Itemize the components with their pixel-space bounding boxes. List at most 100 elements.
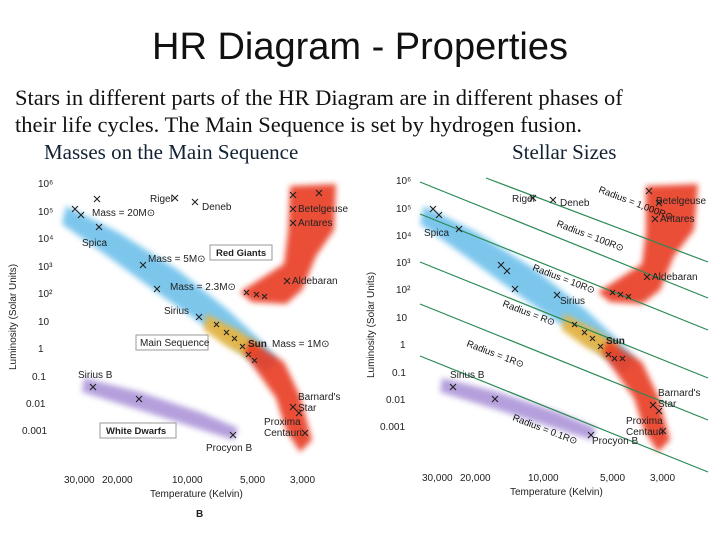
left-red-dwarf-tail	[244, 340, 312, 452]
label-sirius: Sirius	[164, 306, 189, 317]
right-y-axis-label: Luminosity (Solar Units)	[366, 272, 377, 378]
right-x-axis-label: Temperature (Kelvin)	[510, 487, 603, 498]
left-hr-diagram: 10⁶ 10⁵ 10⁴ 10³ 10² 10 1 0.1 0.01 0.001 …	[8, 170, 352, 520]
label-sirius: Sirius	[560, 296, 585, 307]
right-heading: Stellar Sizes	[512, 140, 617, 164]
left-y-tick: 0.001	[22, 426, 47, 437]
label-barnards-star-2: Star	[658, 399, 677, 410]
right-y-tick: 0.001	[380, 422, 405, 433]
label-barnards-star-2: Star	[298, 403, 317, 414]
label-aldebaran: Aldebaran	[652, 272, 698, 283]
right-x-tick: 20,000	[460, 473, 491, 484]
right-hr-diagram: Radius = 1,000R⊙ Radius = 100R⊙ Radius =…	[366, 170, 709, 498]
right-y-tick: 10	[396, 313, 408, 324]
right-x-tick: 3,000	[650, 473, 675, 484]
left-x-tick: 3,000	[290, 475, 315, 486]
main-sequence-box	[135, 334, 209, 351]
right-y-tick: 10³	[396, 258, 411, 269]
left-x-axis-label: Temperature (Kelvin)	[150, 489, 243, 500]
label-proxima-2: Centauri	[626, 427, 664, 438]
radius-lines	[419, 177, 709, 473]
intro-line-1: Stars in different parts of the HR Diagr…	[15, 85, 623, 110]
left-y-tick: 10⁴	[38, 234, 53, 245]
radius-line	[419, 213, 709, 331]
red-giants-box	[209, 244, 273, 261]
right-y-ticks: 10⁶ 10⁵ 10⁴ 10³ 10² 10 1 0.1 0.01 0.001	[380, 176, 411, 433]
left-y-tick: 10⁶	[38, 179, 53, 190]
main-sequence-label: Main Sequence	[140, 338, 210, 349]
white-dwarfs-box	[99, 422, 177, 439]
page-title: HR Diagram - Properties	[152, 26, 568, 68]
label-spica: Spica	[82, 238, 107, 249]
right-x-tick: 10,000	[528, 473, 559, 484]
mass-label-1: Mass = 1M⊙	[272, 339, 330, 350]
left-y-tick: 10	[38, 317, 50, 328]
right-x-tick: 30,000	[422, 473, 453, 484]
right-y-tick: 10⁴	[396, 231, 411, 242]
left-x-tick: 30,000	[64, 475, 95, 486]
label-antares: Antares	[660, 214, 694, 225]
label-deneb: Deneb	[560, 198, 590, 209]
right-red-dwarf-tail	[602, 340, 670, 452]
intro-line-2: their life cycles. The Main Sequence is …	[15, 112, 582, 137]
right-red-giants-region	[598, 184, 698, 304]
right-y-tick: 10²	[396, 285, 411, 296]
intro-text: Stars in different parts of the HR Diagr…	[15, 84, 715, 138]
right-y-tick: 10⁵	[396, 204, 411, 215]
right-y-tick: 0.1	[392, 368, 406, 379]
left-y-ticks: 10⁶ 10⁵ 10⁴ 10³ 10² 10 1 0.1 0.01 0.001	[22, 179, 53, 437]
red-giants-label: Red Giants	[216, 248, 266, 259]
mass-label-5: Mass = 5M⊙	[148, 254, 206, 265]
label-betelgeuse: Betelgeuse	[656, 196, 706, 207]
right-y-tick: 10⁶	[396, 176, 411, 187]
right-star-markers	[429, 187, 667, 439]
left-y-tick: 10²	[38, 289, 53, 300]
label-spica: Spica	[424, 228, 449, 239]
label-sirius-b: Sirius B	[450, 370, 485, 381]
left-white-dwarfs-region	[82, 378, 238, 440]
left-star-markers	[71, 189, 323, 439]
radius-line	[485, 177, 709, 263]
radius-line	[419, 181, 709, 299]
label-proxima-2: Centauri	[264, 428, 302, 439]
label-sun: Sun	[606, 336, 625, 347]
radius-line	[419, 355, 709, 473]
mass-label-2-3: Mass = 2.3M⊙	[170, 282, 236, 293]
left-y-tick: 0.1	[32, 372, 46, 383]
label-deneb: Deneb	[202, 202, 232, 213]
label-proxima-1: Proxima	[264, 417, 301, 428]
label-barnards-star-1: Barnard's	[658, 388, 701, 399]
left-y-axis-label: Luminosity (Solar Units)	[8, 264, 19, 370]
label-barnards-star-1: Barnard's	[298, 392, 341, 403]
left-x-ticks: 30,000 20,000 10,000 5,000 3,000	[64, 475, 315, 486]
label-aldebaran: Aldebaran	[292, 276, 338, 287]
label-proxima-1: Proxima	[626, 416, 663, 427]
right-y-tick: 1	[400, 340, 406, 351]
label-sun: Sun	[248, 339, 267, 350]
label-rigel: Rigel	[512, 194, 535, 205]
left-x-tick: 5,000	[240, 475, 265, 486]
label-antares: Antares	[298, 218, 332, 229]
left-x-tick: 20,000	[102, 475, 133, 486]
white-dwarfs-label: White Dwarfs	[106, 426, 166, 437]
left-heading: Masses on the Main Sequence	[44, 140, 299, 164]
left-y-tick: 10⁵	[38, 207, 53, 218]
label-procyon-b: Procyon B	[206, 443, 252, 454]
left-bottom-letter: B	[196, 509, 203, 520]
label-sirius-b: Sirius B	[78, 370, 113, 381]
radius-line	[419, 303, 709, 421]
left-x-tick: 10,000	[172, 475, 203, 486]
right-x-tick: 5,000	[600, 473, 625, 484]
radius-line	[419, 261, 709, 379]
label-rigel: Rigel	[150, 194, 173, 205]
right-x-ticks: 30,000 20,000 10,000 5,000 3,000	[422, 473, 675, 484]
right-y-tick: 0.01	[386, 395, 406, 406]
left-y-tick: 1	[38, 344, 44, 355]
right-white-dwarfs-region	[440, 378, 596, 440]
left-y-tick: 0.01	[26, 399, 46, 410]
label-procyon-b: Procyon B	[592, 436, 638, 447]
label-betelgeuse: Betelgeuse	[298, 204, 348, 215]
left-red-giants-region	[240, 184, 336, 304]
left-y-tick: 10³	[38, 262, 53, 273]
